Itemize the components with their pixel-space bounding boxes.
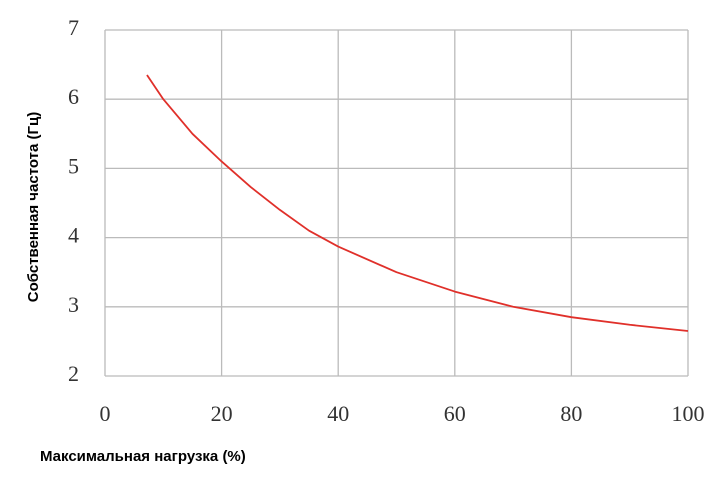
y-tick-label: 7 [68,15,79,40]
y-tick-label: 6 [68,84,79,109]
y-tick-label: 3 [68,292,79,317]
x-tick-label: 20 [211,401,233,426]
y-tick-label: 4 [68,223,79,248]
x-tick-label: 40 [327,401,349,426]
y-tick-label: 5 [68,153,79,178]
x-tick-label: 100 [672,401,705,426]
x-tick-label: 0 [100,401,111,426]
y-tick-label: 2 [68,361,79,386]
x-axis-title: Максимальная нагрузка (%) [40,448,246,465]
data-line [146,74,689,332]
y-axis-title: Собственная частота (Гц) [25,112,42,302]
x-tick-label: 80 [560,401,582,426]
x-tick-label: 60 [444,401,466,426]
